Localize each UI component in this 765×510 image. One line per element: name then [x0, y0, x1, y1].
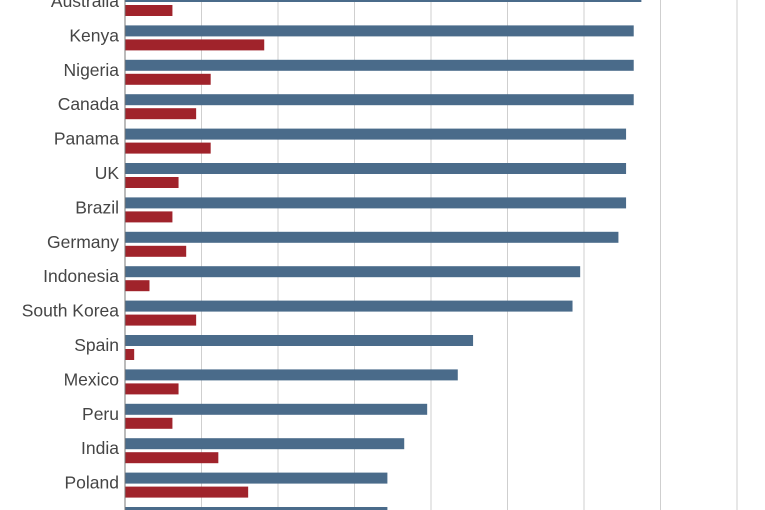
bar-series-1 [125, 507, 388, 510]
bar-series-2 [125, 73, 211, 85]
category-label: Kenya [69, 25, 119, 45]
category-label: Spain [74, 335, 119, 355]
bar-series-1 [125, 25, 634, 37]
bar-series-1 [125, 197, 627, 209]
bar-series-2 [125, 142, 211, 154]
bar-series-1 [125, 472, 388, 484]
bar-series-1 [125, 94, 634, 106]
bar-series-1 [125, 335, 474, 346]
bar-series-2 [125, 452, 219, 464]
bar-series-1 [125, 128, 627, 140]
bar-series-1 [125, 300, 573, 312]
category-label: India [81, 438, 119, 458]
bars [125, 0, 642, 510]
category-label: UK [95, 163, 120, 183]
bar-series-1 [125, 438, 405, 450]
gridlines [201, 0, 738, 510]
category-label: Panama [54, 129, 119, 149]
category-label: Mexico [64, 369, 119, 389]
bar-series-1 [125, 369, 458, 381]
bar-series-2 [125, 280, 150, 292]
bar-series-1 [125, 266, 581, 278]
bar-series-2 [125, 417, 173, 429]
category-label: Nigeria [64, 60, 120, 80]
category-label: Poland [65, 473, 120, 493]
bar-series-2 [125, 245, 187, 257]
category-label: Australia [51, 0, 119, 11]
bar-series-1 [125, 403, 428, 415]
bar-series-2 [125, 39, 265, 51]
category-label: Peru [82, 404, 119, 424]
category-label: Indonesia [43, 266, 119, 286]
bar-series-1 [125, 0, 642, 2]
category-label: Germany [47, 232, 119, 252]
category-label: Canada [58, 94, 120, 114]
bar-series-2 [125, 383, 179, 395]
bar-series-1 [125, 163, 627, 174]
bar-series-2 [125, 211, 173, 223]
category-labels: Australia Kenya Nigeria Canada Panama UK Brazi… [22, 0, 120, 493]
bar-series-2 [125, 486, 249, 498]
bar-series-1 [125, 231, 619, 243]
category-label: Brazil [75, 197, 119, 217]
bar-series-2 [125, 5, 173, 16]
bar-series-1 [125, 59, 634, 71]
category-label: South Korea [22, 301, 120, 321]
bar-series-2 [125, 314, 197, 326]
bar-series-2 [125, 108, 197, 120]
bar-series-2 [125, 177, 179, 188]
bar-series-2 [125, 349, 135, 360]
